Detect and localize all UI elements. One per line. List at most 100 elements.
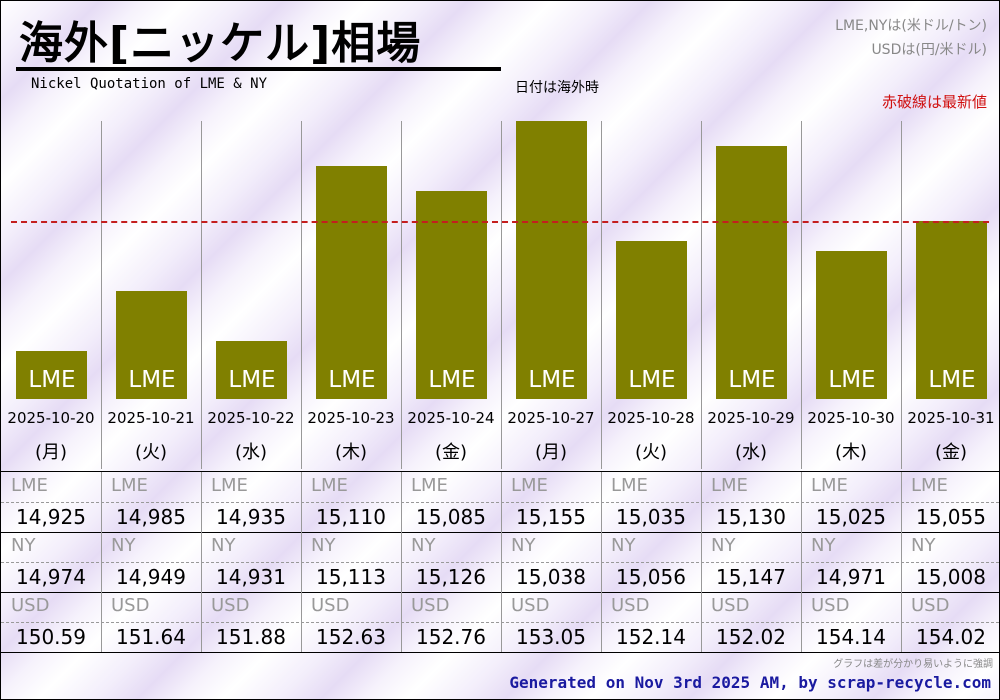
cell-label: USD: [11, 595, 50, 616]
cell-value: 15,055: [916, 505, 986, 529]
x-tick-date: 2025-10-23: [307, 409, 395, 427]
cell-value: 15,056: [616, 565, 686, 589]
bar-label: LME: [828, 367, 876, 393]
bar-lme: [116, 291, 187, 399]
subtitle: Nickel Quotation of LME & NY: [31, 76, 268, 92]
latest-line-note: 赤破線は最新値: [881, 93, 987, 111]
cell-value: 15,147: [716, 565, 786, 589]
bar-lme: [316, 166, 387, 399]
bar-lme: [516, 121, 587, 399]
table-column-divider: [701, 472, 702, 652]
row-dashed-divider: [1, 622, 999, 623]
cell-value: 153.05: [516, 625, 586, 649]
row-divider: [1, 532, 999, 533]
cell-value: 15,110: [316, 505, 386, 529]
x-tick-weekday: (金): [934, 442, 968, 463]
cell-label: NY: [211, 535, 236, 556]
table-column-divider: [601, 472, 602, 652]
table-column-divider: [501, 472, 502, 652]
cell-value: 152.63: [316, 625, 386, 649]
x-tick-weekday: (月): [34, 442, 68, 463]
x-tick-weekday: (水): [234, 442, 268, 463]
table-column-divider: [101, 472, 102, 652]
x-tick-date: 2025-10-20: [7, 409, 95, 427]
bar-lme: [916, 221, 987, 399]
latest-value-line: [11, 221, 989, 223]
cell-label: LME: [311, 475, 348, 496]
cell-label: USD: [311, 595, 350, 616]
table-column-divider: [201, 472, 202, 652]
bar-lme: [816, 251, 887, 399]
page-title: 海外[ニッケル]相場: [19, 18, 422, 69]
column-divider: [301, 121, 302, 469]
cell-value: 14,949: [116, 565, 186, 589]
cell-label: LME: [211, 475, 248, 496]
cell-value: 14,935: [216, 505, 286, 529]
bar-lme: [16, 351, 87, 399]
bar-label: LME: [228, 367, 276, 393]
bar-label: LME: [528, 367, 576, 393]
bar-label: LME: [928, 367, 976, 393]
bar-label: LME: [628, 367, 676, 393]
unit-note-lme-ny: LME,NYは(米ドル/トン): [835, 18, 987, 34]
cell-label: USD: [911, 595, 950, 616]
x-tick-weekday: (火): [634, 442, 668, 463]
x-tick-weekday: (水): [734, 442, 768, 463]
x-tick-date: 2025-10-22: [207, 409, 295, 427]
cell-value: 14,925: [16, 505, 86, 529]
cell-label: LME: [911, 475, 948, 496]
cell-value: 154.02: [916, 625, 986, 649]
table-column-divider: [301, 472, 302, 652]
cell-label: USD: [811, 595, 850, 616]
cell-label: USD: [111, 595, 150, 616]
cell-label: NY: [911, 535, 936, 556]
cell-label: USD: [411, 595, 450, 616]
column-divider: [201, 121, 202, 469]
cell-label: NY: [411, 535, 436, 556]
cell-value: 14,974: [16, 565, 86, 589]
cell-label: NY: [811, 535, 836, 556]
cell-label: LME: [511, 475, 548, 496]
x-tick-weekday: (木): [334, 442, 368, 463]
x-tick-date: 2025-10-28: [607, 409, 695, 427]
bar-lme: [716, 146, 787, 399]
column-divider: [401, 121, 402, 469]
quote-table: LME 14,925 LME 14,985 LME 14,935 LME 15,110 LME 1…: [1, 471, 999, 653]
cell-value: 15,008: [916, 565, 986, 589]
x-tick-date: 2025-10-31: [907, 409, 995, 427]
column-divider: [501, 121, 502, 469]
cell-label: USD: [211, 595, 250, 616]
table-column-divider: [901, 472, 902, 652]
column-divider: [601, 121, 602, 469]
bar-lme: [616, 241, 687, 399]
x-tick-date: 2025-10-29: [707, 409, 795, 427]
cell-label: NY: [611, 535, 636, 556]
cell-label: NY: [711, 535, 736, 556]
cell-value: 15,130: [716, 505, 786, 529]
cell-value: 14,931: [216, 565, 286, 589]
table-column-divider: [801, 472, 802, 652]
cell-value: 150.59: [16, 625, 86, 649]
cell-label: LME: [111, 475, 148, 496]
unit-note-usd: USDは(円/米ドル): [871, 42, 987, 58]
bar-label: LME: [728, 367, 776, 393]
bar-lme: [416, 191, 487, 399]
cell-value: 15,085: [416, 505, 486, 529]
date-note: 日付は海外時: [515, 80, 599, 96]
generated-credit: Generated on Nov 3rd 2025 AM, by scrap-r…: [509, 673, 991, 692]
bar-label: LME: [328, 367, 376, 393]
cell-label: LME: [811, 475, 848, 496]
cell-value: 15,126: [416, 565, 486, 589]
x-tick-weekday: (金): [434, 442, 468, 463]
cell-label: NY: [311, 535, 336, 556]
cell-label: LME: [711, 475, 748, 496]
cell-value: 15,155: [516, 505, 586, 529]
cell-value: 15,038: [516, 565, 586, 589]
x-tick-weekday: (月): [534, 442, 568, 463]
cell-label: LME: [11, 475, 48, 496]
cell-value: 14,985: [116, 505, 186, 529]
cell-label: LME: [411, 475, 448, 496]
cell-label: NY: [111, 535, 136, 556]
column-divider: [901, 121, 902, 469]
